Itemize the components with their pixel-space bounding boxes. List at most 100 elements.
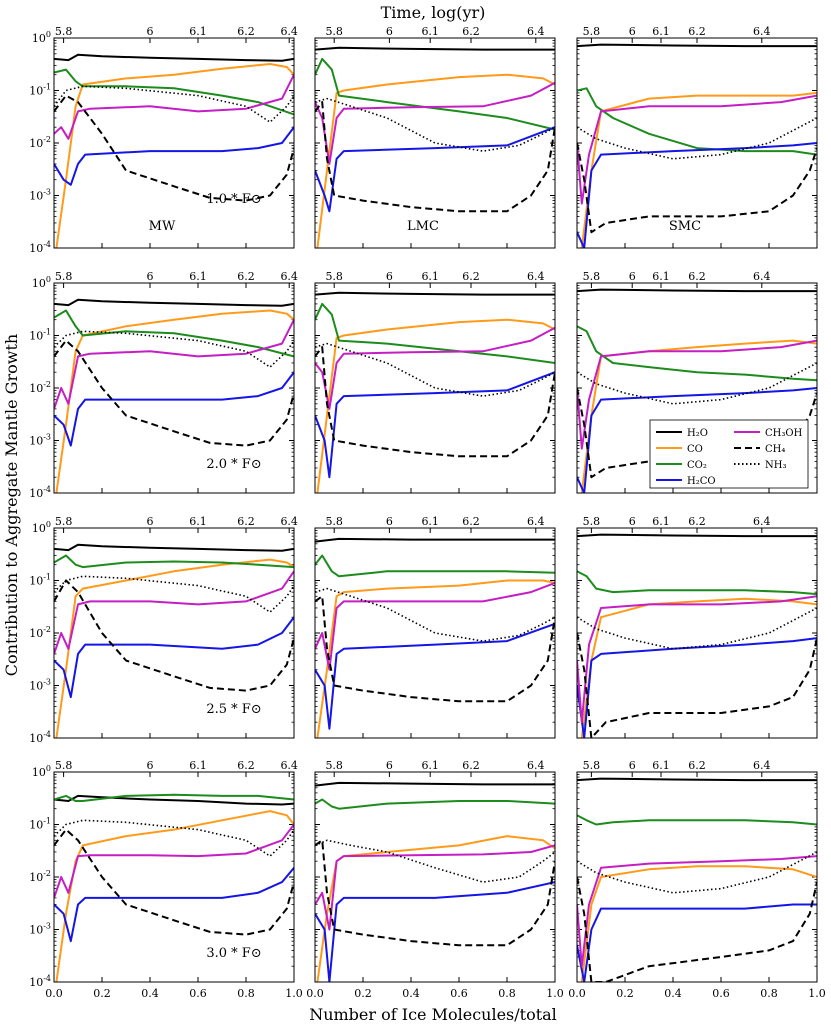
galaxy-label: MW <box>149 219 176 234</box>
galaxy-label: SMC <box>669 219 701 234</box>
x-tick-label: 0.8 <box>760 987 778 1000</box>
top-tick-label: 6.4 <box>527 270 545 283</box>
x-tick-label: 0.6 <box>189 987 207 1000</box>
top-tick-label: 6 <box>386 25 393 38</box>
series-line-co2 <box>315 302 555 364</box>
panel-frame <box>314 37 556 249</box>
x-tick-label: 0.4 <box>141 987 159 1000</box>
top-tick-label: 5.8 <box>55 270 73 283</box>
top-tick-label: 6.2 <box>462 515 480 528</box>
top-axis-title: Time, log(yr) <box>381 3 486 22</box>
y-tick-label: 100 <box>32 30 51 45</box>
series-line-ch4 <box>54 339 294 447</box>
y-tick-label: 10-4 <box>29 240 51 255</box>
panel-r0-c0: 10-4 10-3 10-2 10-1 100 5.8 6 6.1 6.2 6.4 MW 1.0 * … <box>29 25 298 255</box>
y-tick-label: 10-4 <box>29 485 51 500</box>
top-tick-label: 6.1 <box>189 515 207 528</box>
y-tick-label: 10-4 <box>29 974 51 989</box>
panel-r0-c1: 5.8 6 6.1 6.2 6.4 LMC <box>314 25 556 249</box>
series-line-ch3oh <box>315 581 555 671</box>
series-line-co2 <box>54 793 294 802</box>
series-line-co2 <box>315 57 555 131</box>
top-tick-label: 6 <box>386 515 393 528</box>
x-tick-label: 0.8 <box>498 987 516 1000</box>
series-line-nh3 <box>315 839 555 883</box>
top-tick-label: 6.4 <box>280 759 298 772</box>
series-line-h2co <box>577 637 817 738</box>
top-tick-label: 6 <box>386 270 393 283</box>
series-line-ch3oh <box>577 595 817 724</box>
panel-r3-c2: 0.0 0.2 0.4 0.6 0.8 1.0 5.8 6 6.1 6.2 6.4 <box>568 759 826 1000</box>
series-line-ch3oh <box>54 570 294 655</box>
series-line-ch3oh <box>577 339 817 450</box>
series-line-nh3 <box>315 587 555 642</box>
panel-grid: 10-4 10-3 10-2 10-1 100 5.8 6 6.1 6.2 6.4 MW 1.0 * … <box>29 25 826 1000</box>
x-tick-label: 0.0 <box>568 987 586 1000</box>
top-tick-label: 6 <box>629 270 636 283</box>
x-tick-label: 0.2 <box>354 987 372 1000</box>
top-tick-label: 6.1 <box>421 25 439 38</box>
top-tick-label: 6.2 <box>237 25 255 38</box>
panel-r3-c0: 10-4 10-3 10-2 10-1 100 0.0 0.2 0.4 0.6 0.8 1.0 5.8… <box>29 759 303 1000</box>
top-tick-label: 6.4 <box>280 270 298 283</box>
top-tick-label: 6.1 <box>421 270 439 283</box>
top-tick-label: 6 <box>629 759 636 772</box>
series-line-co <box>580 91 817 248</box>
panel-frame <box>576 282 818 494</box>
series-line-co2 <box>577 325 817 382</box>
x-tick-label: 0.6 <box>712 987 730 1000</box>
top-tick-label: 6.1 <box>652 515 670 528</box>
x-tick-label: 0.4 <box>402 987 420 1000</box>
series-line-nh3 <box>577 117 817 160</box>
flux-label: 3.0 * F⊙ <box>206 946 261 961</box>
y-tick-label: 100 <box>32 764 51 779</box>
series-line-nh3 <box>54 819 294 857</box>
series-line-h2co <box>315 371 555 479</box>
top-tick-label: 5.8 <box>583 270 601 283</box>
panel-frame <box>53 771 295 983</box>
x-tick-label: 0.8 <box>237 987 255 1000</box>
top-tick-label: 6.4 <box>753 515 771 528</box>
top-tick-label: 6.4 <box>753 759 771 772</box>
series-line-co2 <box>577 87 817 156</box>
top-tick-label: 6.1 <box>189 25 207 38</box>
panel-frame <box>314 771 556 983</box>
x-tick-label: 0.6 <box>450 987 468 1000</box>
top-tick-label: 6.2 <box>237 759 255 772</box>
legend: H₂O CO CO₂ H₂CO CH₃OH CH₄ NH₃ <box>649 419 809 489</box>
top-tick-label: 6.2 <box>237 515 255 528</box>
x-tick-label: 0.2 <box>616 987 634 1000</box>
y-tick-label: 10-3 <box>29 678 51 693</box>
series-line-co <box>580 597 817 738</box>
series-line-nh3 <box>315 342 555 397</box>
series-line-ch3oh <box>577 855 817 968</box>
top-tick-label: 6.1 <box>189 270 207 283</box>
y-tick-label: 10-3 <box>29 922 51 937</box>
y-tick-label: 10-1 <box>29 573 51 588</box>
series-line-h2o <box>315 291 555 296</box>
panel-frame <box>576 771 818 983</box>
top-tick-label: 6.1 <box>421 759 439 772</box>
series-line-co <box>580 339 817 493</box>
series-line-h2co <box>315 622 555 730</box>
series-line-co <box>316 579 555 738</box>
series-line-ch4 <box>315 839 555 947</box>
series-line-h2co <box>54 126 294 186</box>
series-line-ch3oh <box>54 319 294 410</box>
top-tick-label: 6 <box>629 515 636 528</box>
y-tick-label: 10-2 <box>29 380 51 395</box>
top-tick-label: 6 <box>147 759 154 772</box>
series-line-ch4 <box>315 595 555 703</box>
legend-label-ch4: CH₄ <box>765 444 785 455</box>
top-tick-label: 5.8 <box>583 759 601 772</box>
y-tick-label: 10-3 <box>29 433 51 448</box>
top-tick-label: 6.4 <box>527 515 545 528</box>
series-line-h2o <box>577 777 817 782</box>
x-tick-label: 0.0 <box>306 987 324 1000</box>
series-line-nh3 <box>315 97 555 152</box>
series-line-ch3oh <box>315 81 555 165</box>
top-tick-label: 6.2 <box>688 759 706 772</box>
top-tick-label: 6.1 <box>652 270 670 283</box>
top-tick-label: 6.4 <box>753 270 771 283</box>
top-tick-label: 6.2 <box>688 270 706 283</box>
